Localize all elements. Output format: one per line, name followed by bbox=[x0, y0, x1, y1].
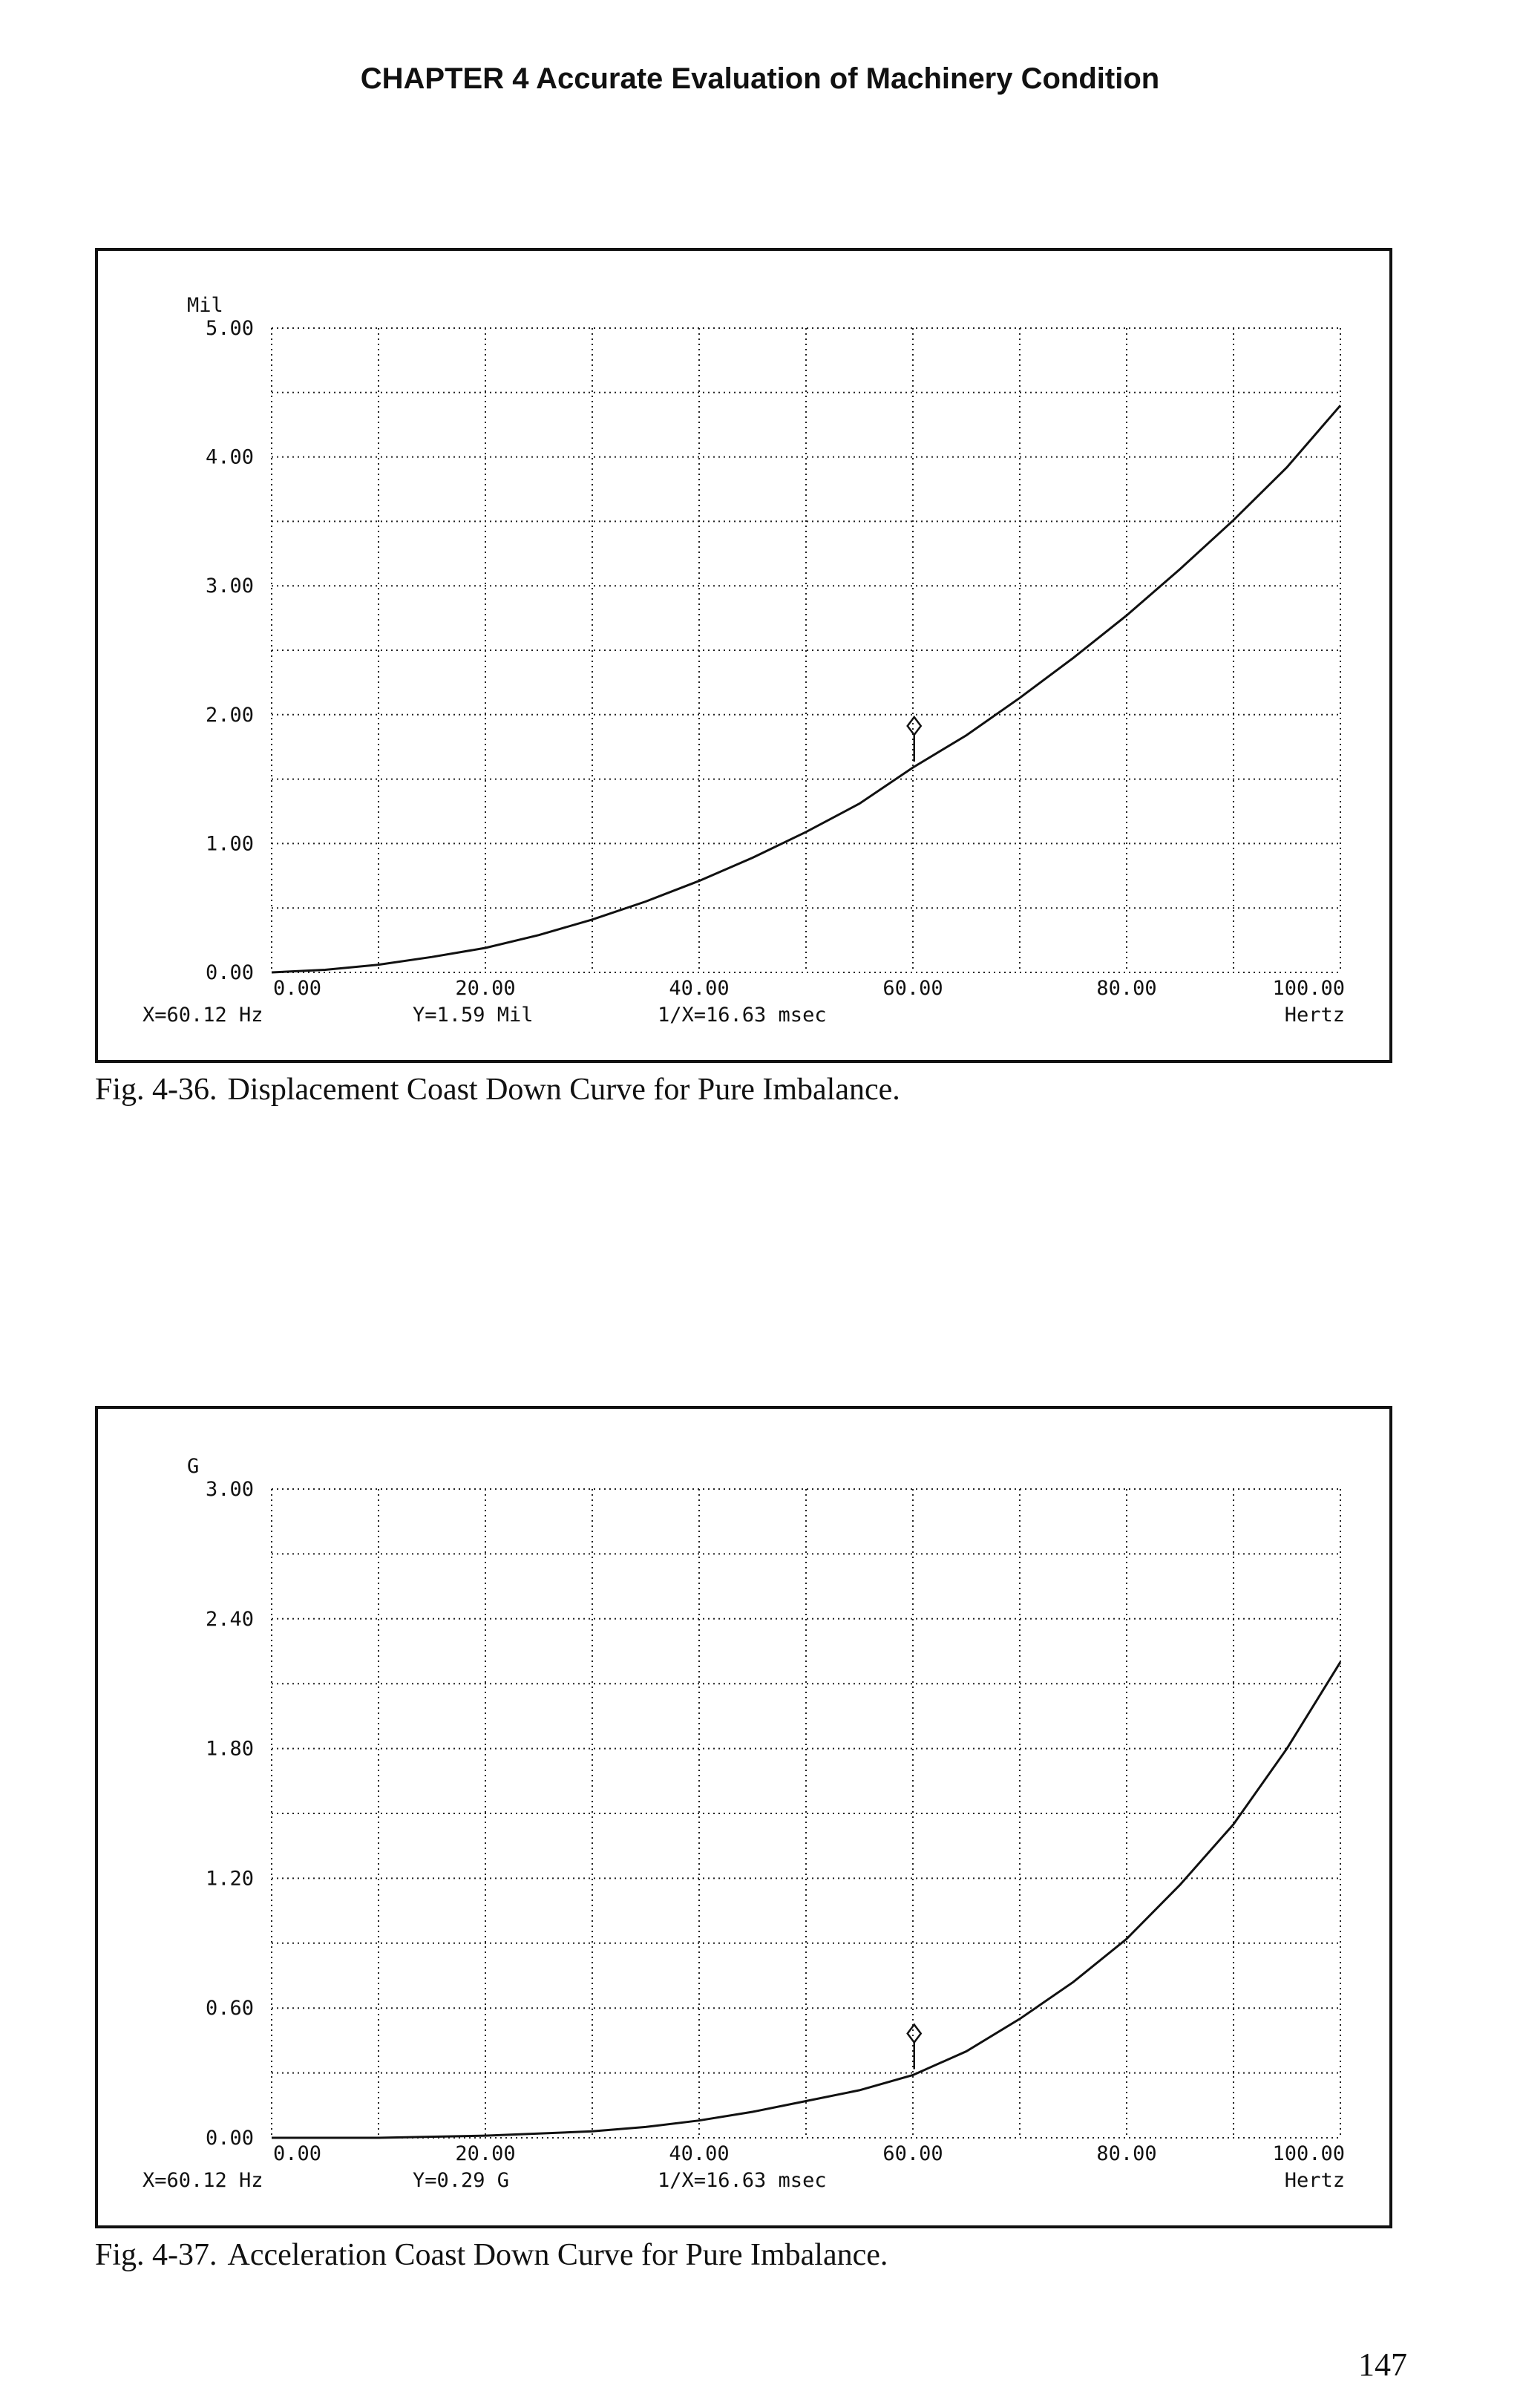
acceleration-plot-panel: G 0.00 0.60 1.20 1.80 2.40 3.00 0.00 20.00 40.00 6… bbox=[95, 1406, 1392, 2228]
y-unit-label: Mil bbox=[187, 294, 223, 317]
y-tick-label: 0.60 bbox=[206, 1997, 254, 2020]
y-unit-label: G bbox=[187, 1455, 199, 1478]
cursor-marker-icon bbox=[906, 2023, 923, 2044]
x-tick-label: 80.00 bbox=[1096, 2142, 1156, 2165]
y-tick-label: 5.00 bbox=[206, 317, 254, 340]
x-tick-label: 80.00 bbox=[1096, 977, 1156, 1000]
cursor-x-readout: X=60.12 Hz bbox=[142, 1004, 263, 1027]
y-tick-label: 0.00 bbox=[206, 961, 254, 984]
x-tick-label: 40.00 bbox=[669, 977, 729, 1000]
x-axis-unit-label: Hertz bbox=[1285, 1004, 1345, 1027]
y-tick-label: 1.80 bbox=[206, 1738, 254, 1761]
data-line bbox=[271, 405, 1342, 974]
cursor-y-readout: Y=1.59 Mil bbox=[413, 1004, 534, 1027]
y-tick-label: 0.00 bbox=[206, 2127, 254, 2150]
displacement-plot-panel: Mil 0.00 1.00 2.00 3.00 4.00 5.00 0.00 20.00 40.0… bbox=[95, 248, 1392, 1063]
cursor-x-readout: X=60.12 Hz bbox=[142, 2169, 263, 2192]
displacement-chart: Mil 0.00 1.00 2.00 3.00 4.00 5.00 0.00 20.00 40.0… bbox=[142, 294, 1345, 1027]
data-line bbox=[272, 1661, 1342, 2139]
x-tick-label: 60.00 bbox=[882, 977, 943, 1000]
y-tick-label: 3.00 bbox=[206, 1478, 254, 1501]
x-tick-label: 0.00 bbox=[273, 977, 321, 1000]
x-tick-label: 60.00 bbox=[882, 2142, 943, 2165]
cursor-period-readout: 1/X=16.63 msec bbox=[658, 2169, 827, 2192]
x-tick-label: 20.00 bbox=[455, 977, 515, 1000]
figure-number: Fig. 4-36. bbox=[95, 1073, 217, 1107]
acceleration-chart: G 0.00 0.60 1.20 1.80 2.40 3.00 0.00 20.00 40.00 6… bbox=[142, 1455, 1345, 2192]
figure-caption: Fig. 4-37. Acceleration Coast Down Curve … bbox=[95, 2237, 888, 2273]
y-tick-label: 4.00 bbox=[206, 446, 254, 469]
y-tick-label: 2.00 bbox=[206, 704, 254, 727]
figure-caption-text: Displacement Coast Down Curve for Pure I… bbox=[227, 1073, 900, 1107]
page-header: CHAPTER 4 Accurate Evaluation of Machine… bbox=[360, 62, 1160, 95]
y-tick-label: 1.00 bbox=[206, 832, 254, 855]
cursor-marker-icon bbox=[906, 715, 923, 737]
cursor-period-readout: 1/X=16.63 msec bbox=[658, 1004, 827, 1027]
y-tick-label: 1.20 bbox=[206, 1867, 254, 1890]
x-tick-label: 40.00 bbox=[669, 2142, 729, 2165]
x-tick-label: 20.00 bbox=[455, 2142, 515, 2165]
figure-caption-text: Acceleration Coast Down Curve for Pure I… bbox=[227, 2238, 888, 2272]
figure-caption: Fig. 4-36. Displacement Coast Down Curve … bbox=[95, 1072, 900, 1108]
x-tick-label: 0.00 bbox=[273, 2142, 321, 2165]
x-tick-label: 100.00 bbox=[1272, 977, 1345, 1000]
x-axis-unit-label: Hertz bbox=[1285, 2169, 1345, 2192]
cursor-y-readout: Y=0.29 G bbox=[413, 2169, 509, 2192]
figure-number: Fig. 4-37. bbox=[95, 2238, 217, 2272]
page-number: 147 bbox=[1358, 2346, 1407, 2383]
x-tick-label: 100.00 bbox=[1272, 2142, 1345, 2165]
y-tick-label: 2.40 bbox=[206, 1608, 254, 1631]
y-tick-label: 3.00 bbox=[206, 575, 254, 598]
